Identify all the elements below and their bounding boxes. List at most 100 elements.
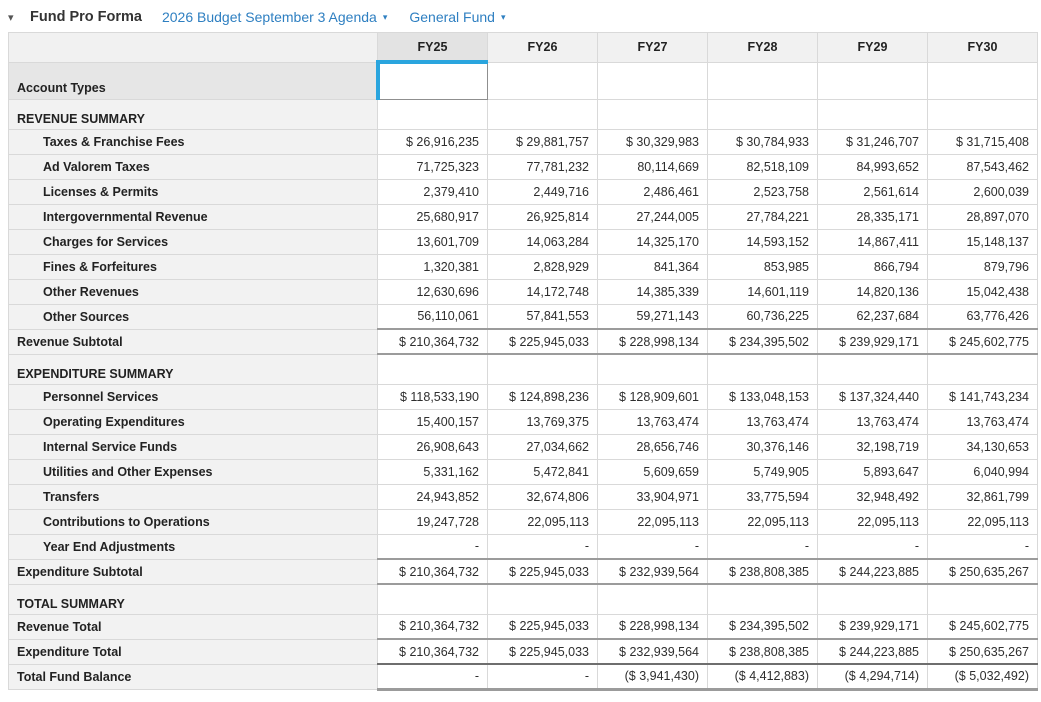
- grid-cell[interactable]: ($ 4,412,883): [707, 663, 818, 691]
- fund-dropdown[interactable]: General Fund ▾: [409, 9, 505, 25]
- grid-cell[interactable]: $ 244,223,885: [817, 558, 928, 585]
- grid-cell[interactable]: [487, 98, 598, 130]
- grid-cell[interactable]: -: [377, 533, 488, 560]
- column-header-fy25[interactable]: FY25: [377, 32, 488, 64]
- grid-cell[interactable]: 14,385,339: [597, 278, 708, 305]
- grid-cell[interactable]: 12,630,696: [377, 278, 488, 305]
- grid-cell[interactable]: [927, 353, 1038, 385]
- grid-cell[interactable]: $ 210,364,732: [377, 613, 488, 640]
- grid-cell[interactable]: $ 137,324,440: [817, 383, 928, 410]
- grid-cell[interactable]: 2,486,461: [597, 178, 708, 205]
- grid-cell[interactable]: 13,763,474: [927, 408, 1038, 435]
- grid-cell[interactable]: $ 133,048,153: [707, 383, 818, 410]
- grid-cell[interactable]: [707, 583, 818, 615]
- grid-cell[interactable]: $ 228,998,134: [597, 328, 708, 355]
- grid-cell[interactable]: 15,400,157: [377, 408, 488, 435]
- grid-cell[interactable]: [597, 98, 708, 130]
- grid-cell[interactable]: $ 225,945,033: [487, 328, 598, 355]
- grid-cell[interactable]: 25,680,917: [377, 203, 488, 230]
- grid-cell[interactable]: 13,601,709: [377, 228, 488, 255]
- grid-cell[interactable]: $ 250,635,267: [927, 558, 1038, 585]
- grid-cell[interactable]: 32,861,799: [927, 483, 1038, 510]
- grid-cell[interactable]: 32,674,806: [487, 483, 598, 510]
- grid-cell[interactable]: [597, 583, 708, 615]
- grid-cell[interactable]: [817, 353, 928, 385]
- grid-cell[interactable]: 13,763,474: [817, 408, 928, 435]
- grid-cell[interactable]: 26,925,814: [487, 203, 598, 230]
- grid-cell[interactable]: $ 232,939,564: [597, 558, 708, 585]
- grid-cell[interactable]: 853,985: [707, 253, 818, 280]
- grid-cell[interactable]: -: [597, 533, 708, 560]
- grid-cell[interactable]: -: [707, 533, 818, 560]
- grid-cell[interactable]: $ 245,602,775: [927, 328, 1038, 355]
- grid-cell[interactable]: 27,784,221: [707, 203, 818, 230]
- grid-cell[interactable]: $ 225,945,033: [487, 558, 598, 585]
- grid-cell[interactable]: 33,904,971: [597, 483, 708, 510]
- grid-cell[interactable]: $ 250,635,267: [927, 638, 1038, 665]
- grid-cell[interactable]: $ 225,945,033: [487, 613, 598, 640]
- grid-cell[interactable]: $ 31,246,707: [817, 128, 928, 155]
- grid-cell[interactable]: 22,095,113: [927, 508, 1038, 535]
- grid-cell[interactable]: [707, 61, 818, 100]
- grid-cell[interactable]: $ 30,784,933: [707, 128, 818, 155]
- grid-cell[interactable]: [487, 353, 598, 385]
- grid-cell[interactable]: 32,948,492: [817, 483, 928, 510]
- grid-cell[interactable]: $ 238,808,385: [707, 558, 818, 585]
- grid-cell[interactable]: 5,893,647: [817, 458, 928, 485]
- grid-cell[interactable]: $ 232,939,564: [597, 638, 708, 665]
- grid-cell[interactable]: 14,820,136: [817, 278, 928, 305]
- grid-cell[interactable]: 80,114,669: [597, 153, 708, 180]
- grid-cell[interactable]: -: [487, 533, 598, 560]
- grid-cell[interactable]: $ 31,715,408: [927, 128, 1038, 155]
- grid-cell[interactable]: ($ 3,941,430): [597, 663, 708, 691]
- grid-cell[interactable]: [597, 61, 708, 100]
- grid-cell[interactable]: 2,828,929: [487, 253, 598, 280]
- grid-cell[interactable]: 57,841,553: [487, 303, 598, 330]
- grid-cell[interactable]: 24,943,852: [377, 483, 488, 510]
- grid-cell[interactable]: 71,725,323: [377, 153, 488, 180]
- grid-cell[interactable]: $ 128,909,601: [597, 383, 708, 410]
- grid-cell[interactable]: 34,130,653: [927, 433, 1038, 460]
- grid-cell[interactable]: $ 210,364,732: [377, 558, 488, 585]
- column-header-fy27[interactable]: FY27: [597, 32, 708, 63]
- grid-cell[interactable]: 19,247,728: [377, 508, 488, 535]
- grid-cell[interactable]: $ 141,743,234: [927, 383, 1038, 410]
- grid-cell[interactable]: $ 239,929,171: [817, 613, 928, 640]
- grid-cell[interactable]: 14,867,411: [817, 228, 928, 255]
- grid-cell[interactable]: 5,331,162: [377, 458, 488, 485]
- budget-dropdown[interactable]: 2026 Budget September 3 Agenda ▾: [162, 9, 387, 25]
- grid-cell[interactable]: 28,335,171: [817, 203, 928, 230]
- grid-cell[interactable]: 2,449,716: [487, 178, 598, 205]
- grid-cell[interactable]: 32,198,719: [817, 433, 928, 460]
- collapse-caret-icon[interactable]: ▾: [8, 11, 14, 24]
- grid-cell[interactable]: [597, 353, 708, 385]
- grid-cell[interactable]: $ 225,945,033: [487, 638, 598, 665]
- grid-cell[interactable]: 2,561,614: [817, 178, 928, 205]
- grid-cell[interactable]: 22,095,113: [817, 508, 928, 535]
- grid-cell[interactable]: -: [927, 533, 1038, 560]
- grid-cell[interactable]: [487, 583, 598, 615]
- grid-cell[interactable]: $ 228,998,134: [597, 613, 708, 640]
- grid-cell[interactable]: 27,244,005: [597, 203, 708, 230]
- grid-cell[interactable]: [377, 583, 488, 615]
- grid-cell[interactable]: 13,763,474: [597, 408, 708, 435]
- grid-cell[interactable]: $ 244,223,885: [817, 638, 928, 665]
- grid-cell[interactable]: [487, 61, 598, 100]
- grid-cell[interactable]: 2,379,410: [377, 178, 488, 205]
- grid-cell[interactable]: 13,763,474: [707, 408, 818, 435]
- grid-cell[interactable]: $ 118,533,190: [377, 383, 488, 410]
- grid-cell[interactable]: 26,908,643: [377, 433, 488, 460]
- grid-cell[interactable]: 14,601,119: [707, 278, 818, 305]
- grid-cell[interactable]: 1,320,381: [377, 253, 488, 280]
- grid-cell[interactable]: 60,736,225: [707, 303, 818, 330]
- grid-cell[interactable]: [927, 61, 1038, 100]
- grid-cell[interactable]: $ 29,881,757: [487, 128, 598, 155]
- grid-cell[interactable]: $ 245,602,775: [927, 613, 1038, 640]
- grid-cell[interactable]: 30,376,146: [707, 433, 818, 460]
- grid-cell[interactable]: $ 26,916,235: [377, 128, 488, 155]
- column-header-fy28[interactable]: FY28: [707, 32, 818, 63]
- grid-cell[interactable]: [377, 353, 488, 385]
- grid-cell[interactable]: [707, 353, 818, 385]
- grid-cell[interactable]: $ 234,395,502: [707, 613, 818, 640]
- grid-cell[interactable]: [927, 583, 1038, 615]
